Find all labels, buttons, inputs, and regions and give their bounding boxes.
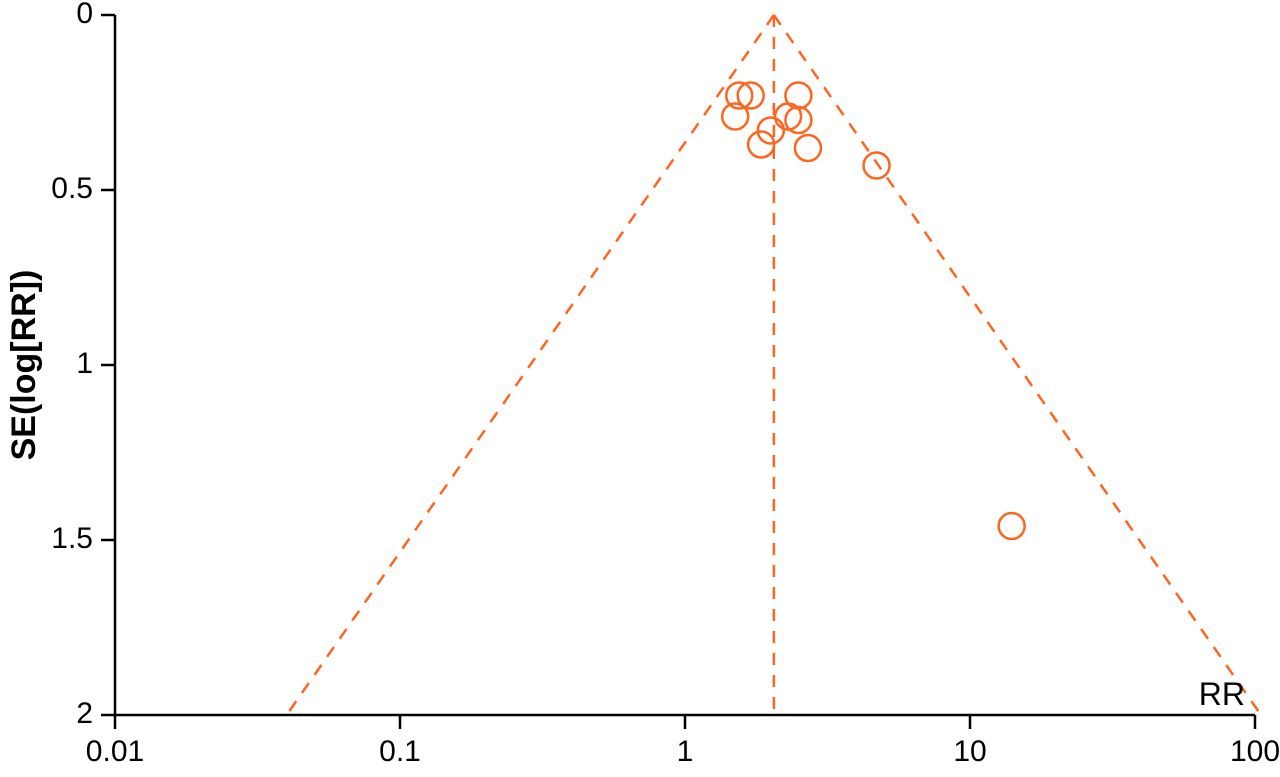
- y-axis-title: SE(log[RR]): [5, 270, 43, 461]
- x-axis-title: RR: [1199, 676, 1245, 712]
- data-point: [999, 513, 1025, 539]
- funnel-plot-svg: 0 0.5 1 1.5 2 0.01 0.1 1 10 100 SE(log[RR]) RR: [0, 0, 1280, 777]
- data-point: [864, 153, 890, 179]
- x-tick-label: 10: [953, 735, 986, 768]
- x-tick-label: 0.1: [379, 735, 421, 768]
- y-tick-label: 1: [76, 347, 93, 380]
- x-tick-label: 1: [677, 735, 694, 768]
- data-point: [785, 107, 811, 133]
- y-tick-label: 2: [76, 697, 93, 730]
- y-tick-label: 0: [76, 0, 93, 30]
- data-point: [795, 135, 821, 161]
- funnel-right-line: [774, 15, 1261, 715]
- y-tick-label: 1.5: [51, 522, 93, 555]
- x-tick-label: 100: [1230, 735, 1280, 768]
- y-tick-label: 0.5: [51, 172, 93, 205]
- funnel-plot: 0 0.5 1 1.5 2 0.01 0.1 1 10 100 SE(log[RR]) RR: [0, 0, 1280, 777]
- funnel-left-line: [287, 15, 774, 715]
- x-tick-label: 0.01: [86, 735, 144, 768]
